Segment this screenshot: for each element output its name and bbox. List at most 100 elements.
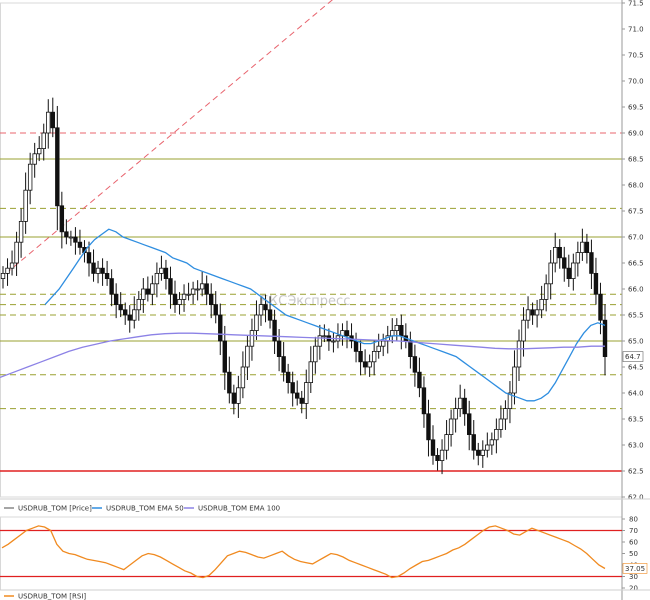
candle-body xyxy=(222,340,227,373)
rsi-line xyxy=(1,525,606,579)
y-tick-label: 64.5 xyxy=(628,364,644,372)
candle-body xyxy=(64,231,69,238)
y-tick-label: 69.0 xyxy=(628,130,644,138)
candle-body xyxy=(566,267,571,280)
y-tick-label: 62.0 xyxy=(628,494,644,502)
candle-body xyxy=(353,340,359,352)
candle-body xyxy=(304,382,309,404)
candle-body xyxy=(254,314,259,331)
legend-label: USDRUB_TOM EMA 100 xyxy=(198,505,280,513)
y-tick-label: 62.5 xyxy=(628,468,644,476)
candle-body xyxy=(181,293,187,300)
candle-body xyxy=(150,283,155,295)
rsi-panel-frame xyxy=(0,516,623,591)
candle-body xyxy=(358,350,363,363)
y-tick-label: 66.0 xyxy=(628,286,644,294)
candle-body xyxy=(498,418,504,430)
candle-body xyxy=(453,408,458,420)
candle-body xyxy=(457,397,463,410)
candle-body xyxy=(598,293,603,321)
candle-body xyxy=(462,397,467,415)
candle-body xyxy=(123,309,128,316)
y-tick-label: 71.5 xyxy=(628,0,644,8)
candle-body xyxy=(23,189,28,222)
candle-body xyxy=(430,439,436,456)
y-tick-label: 69.5 xyxy=(628,104,644,112)
candle-body xyxy=(584,241,590,253)
candle-body xyxy=(412,356,418,373)
y-tick-label: 64.0 xyxy=(628,390,644,398)
candle-body xyxy=(9,262,15,269)
rsi-last-label: 37.05 xyxy=(625,565,645,573)
candle-body xyxy=(59,205,65,233)
candle-body xyxy=(168,278,173,295)
y-tick-label: 68.5 xyxy=(628,156,644,164)
y-tick-label: 66.5 xyxy=(628,260,644,268)
candle-body xyxy=(480,449,485,456)
candle-body xyxy=(313,345,318,363)
ema-100-line xyxy=(0,332,605,379)
candle-body xyxy=(471,434,476,451)
candle-body xyxy=(485,444,490,451)
candle-body xyxy=(417,371,422,389)
candle-body xyxy=(32,153,37,165)
candle-body xyxy=(435,454,440,461)
candle-body xyxy=(580,241,585,253)
candle-body xyxy=(104,272,110,279)
candle-body xyxy=(562,257,567,269)
candle-body xyxy=(331,340,336,343)
y-tick-label: 65.5 xyxy=(628,312,644,320)
candle-body xyxy=(218,314,223,342)
candle-body xyxy=(467,413,472,435)
rsi-y-tick-label: 20 xyxy=(629,585,638,593)
candle-body xyxy=(27,163,33,191)
candle-body xyxy=(521,319,526,342)
candle-body xyxy=(421,387,427,415)
candle-body xyxy=(317,335,323,347)
last-price-box xyxy=(622,351,644,362)
candle-body xyxy=(534,309,540,316)
candle-body xyxy=(204,283,209,295)
candle-body xyxy=(163,267,169,280)
candle-body xyxy=(371,350,377,363)
candle-body xyxy=(267,309,273,321)
candle-body xyxy=(118,304,123,311)
candle-body xyxy=(543,283,549,300)
candle-body xyxy=(516,340,522,368)
candle-body xyxy=(127,314,132,321)
rsi-last-box xyxy=(622,563,648,574)
y-tick-label: 65.0 xyxy=(628,338,644,346)
candle-body xyxy=(426,413,431,441)
rsi-y-tick-label: 50 xyxy=(629,550,638,558)
candle-body xyxy=(390,330,395,337)
candle-body xyxy=(444,434,449,451)
y-tick-label: 67.5 xyxy=(628,208,644,216)
candle-body xyxy=(525,309,531,321)
candle-body xyxy=(408,340,413,357)
candle-body xyxy=(489,439,495,446)
candle-body xyxy=(299,397,304,404)
candle-body xyxy=(41,132,46,149)
candle-body xyxy=(448,418,454,435)
candle-body xyxy=(503,408,508,420)
y-tick-label: 63.5 xyxy=(628,416,644,424)
legend-label: USDRUB_TOM [Price] xyxy=(18,505,92,513)
candle-body xyxy=(195,288,200,291)
candle-body xyxy=(159,267,164,274)
candle-body xyxy=(476,449,481,456)
candle-body xyxy=(50,111,55,129)
watermark-text: БКСЭкспресс xyxy=(260,294,350,309)
candle-body xyxy=(213,304,218,316)
y-tick-label: 68.0 xyxy=(628,182,644,190)
candle-body xyxy=(227,371,232,394)
candle-body xyxy=(285,371,291,384)
candle-body xyxy=(367,361,372,368)
candle-body xyxy=(263,304,268,311)
candle-body xyxy=(249,330,255,347)
y-tick-label: 71.0 xyxy=(628,26,644,34)
candle-body xyxy=(0,272,6,279)
candle-body xyxy=(439,449,445,462)
candle-body xyxy=(245,345,250,368)
